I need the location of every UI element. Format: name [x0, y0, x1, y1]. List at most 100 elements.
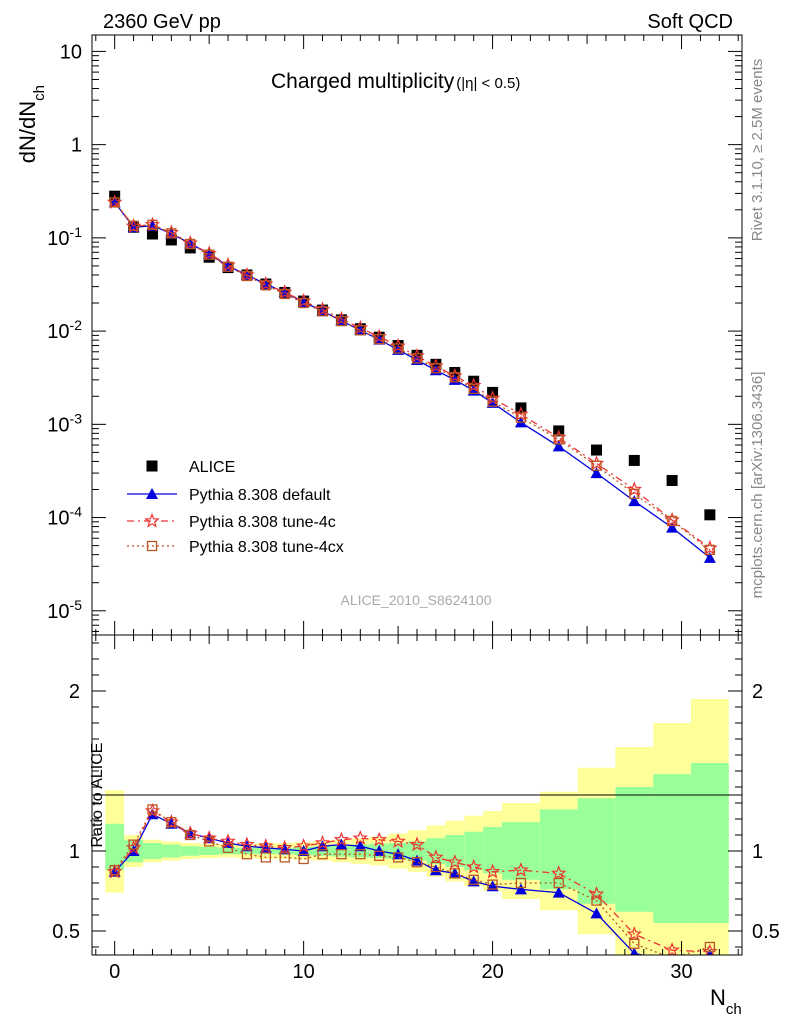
ratio-point-tune4cx	[591, 895, 602, 906]
legend-marker-tune4cx	[146, 540, 158, 552]
main-point-tune4cx	[515, 412, 527, 423]
ratio-point-default	[335, 838, 348, 850]
ratio-band-inner	[615, 787, 654, 912]
legend-marker-alice	[146, 460, 158, 472]
legend-entry-alice: ALICE	[146, 459, 235, 476]
ratio-point-tune4c	[550, 865, 567, 881]
ratio-series-group	[106, 802, 718, 955]
x-tick-label: 10	[293, 961, 315, 983]
ratio-point-tune4c	[277, 839, 293, 855]
main-point-tune4c	[484, 390, 501, 405]
ratio-y-tick-label: 1	[69, 841, 80, 863]
legend-marker-tune4c	[144, 512, 160, 528]
main-y-tick-label-base: 10	[47, 228, 69, 250]
ratio-point-tune4c	[390, 833, 406, 849]
analysis-watermark: ALICE_2010_S8624100	[340, 592, 491, 608]
legend-label-tune4cx: Pythia 8.308 tune-4cx	[189, 539, 344, 556]
legend: ALICE Pythia 8.308 default Pythia 8.308 tu…	[127, 459, 344, 556]
main-y-tick-label-exp: -5	[70, 597, 83, 613]
x-tick-label: 0	[109, 961, 120, 983]
ratio-point-tune4cx	[128, 839, 139, 850]
ratio-point-tune4c	[447, 854, 463, 869]
main-y-tick-label-base: 10	[47, 414, 69, 436]
main-point-tune4cx	[279, 288, 290, 300]
main-point-alice	[146, 228, 158, 240]
main-y-tick-label-exp: -1	[70, 224, 83, 240]
legend-label-alice: ALICE	[189, 459, 235, 476]
ratio-point-tune4cx	[355, 849, 366, 860]
ratio-point-tune4cx	[241, 849, 253, 860]
main-point-tune4cx	[166, 228, 177, 239]
x-tick-label: 30	[670, 961, 692, 983]
main-point-alice	[704, 509, 716, 521]
ratio-point-tune4c	[258, 838, 274, 853]
main-y-tick-label-base: 10	[47, 601, 69, 623]
ratio-point-tune4cx	[468, 874, 479, 885]
main-point-default	[486, 396, 499, 408]
ratio-point-tune4cx	[147, 804, 158, 815]
ratio-point-default	[411, 854, 423, 866]
main-y-tick-label: 10-2	[47, 317, 82, 343]
ratio-point-default	[630, 947, 639, 955]
ratio-point-default	[373, 845, 386, 856]
ratio-band-inner	[218, 847, 238, 855]
main-point-tune4cx	[355, 325, 366, 336]
ratio-point-tune4cx	[166, 817, 177, 828]
ratio-point-tune4cx	[279, 852, 290, 863]
ratio-band-inner	[445, 835, 465, 867]
ratio-point-tune4cx	[411, 857, 423, 868]
ratio-point-default	[590, 907, 603, 919]
legend-entry-tune4cx: Pythia 8.308 tune-4cx	[127, 539, 344, 556]
x-tick-label: 20	[481, 961, 503, 983]
ratio-point-default	[429, 864, 442, 876]
category-label: Soft QCD	[647, 11, 733, 33]
main-point-tune4c	[465, 377, 482, 393]
ratio-point-default	[392, 848, 405, 860]
ratio-point-tune4c	[626, 926, 643, 941]
ratio-y-tick-label: 0.5	[52, 921, 80, 943]
main-y-tick-label-base: 10	[47, 321, 69, 343]
ratio-point-tune4cx	[204, 836, 215, 847]
ratio-point-default	[297, 845, 310, 856]
ratio-band-inner	[105, 823, 125, 871]
ratio-point-tune4c	[314, 834, 331, 850]
main-point-tune4cx	[430, 363, 442, 374]
main-point-tune4cx	[222, 261, 234, 272]
main-point-alice	[591, 444, 603, 456]
ratio-point-default	[552, 886, 565, 898]
ratio-uncertainty-bands	[105, 699, 729, 955]
main-point-default	[666, 521, 679, 533]
main-point-tune4cx	[468, 383, 479, 395]
main-point-tune4cx	[241, 270, 253, 282]
main-point-default	[590, 467, 603, 479]
main-series-tune4cx	[109, 197, 716, 556]
ratio-point-tune4cx	[336, 849, 347, 860]
ratio-point-tune4c	[201, 830, 217, 845]
ratio-point-tune4c	[513, 862, 529, 877]
main-y-tick-label-base: 10	[47, 508, 69, 530]
ratio-y-axis-title: Ratio to ALICE	[89, 743, 106, 848]
ratio-series-tune4c	[106, 802, 718, 955]
ratio-band-inner	[180, 846, 200, 856]
main-y-tick-label: 10	[60, 41, 82, 63]
main-point-tune4cx	[591, 460, 602, 471]
ratio-band-inner	[502, 822, 540, 880]
ratio-point-tune4c	[588, 886, 605, 901]
main-point-tune4cx	[487, 396, 498, 407]
ratio-band-inner	[143, 843, 162, 859]
main-point-tune4cx	[553, 434, 564, 445]
main-line-tune4c	[114, 201, 711, 549]
main-point-tune4cx	[392, 343, 404, 354]
main-point-tune4cx	[336, 315, 347, 327]
ratio-point-tune4c	[239, 836, 255, 852]
ratio-point-tune4cx	[260, 852, 271, 863]
main-y-tick-label-base: 10	[60, 41, 82, 63]
main-ylabel-sub: ch	[31, 85, 48, 101]
main-y-tick-label: 10-5	[47, 597, 82, 623]
ratio-point-tune4cx	[392, 852, 404, 863]
xlabel-text: N	[710, 985, 726, 1010]
main-y-tick-label-base: 1	[71, 135, 82, 157]
xlabel-sub: ch	[726, 1001, 742, 1018]
